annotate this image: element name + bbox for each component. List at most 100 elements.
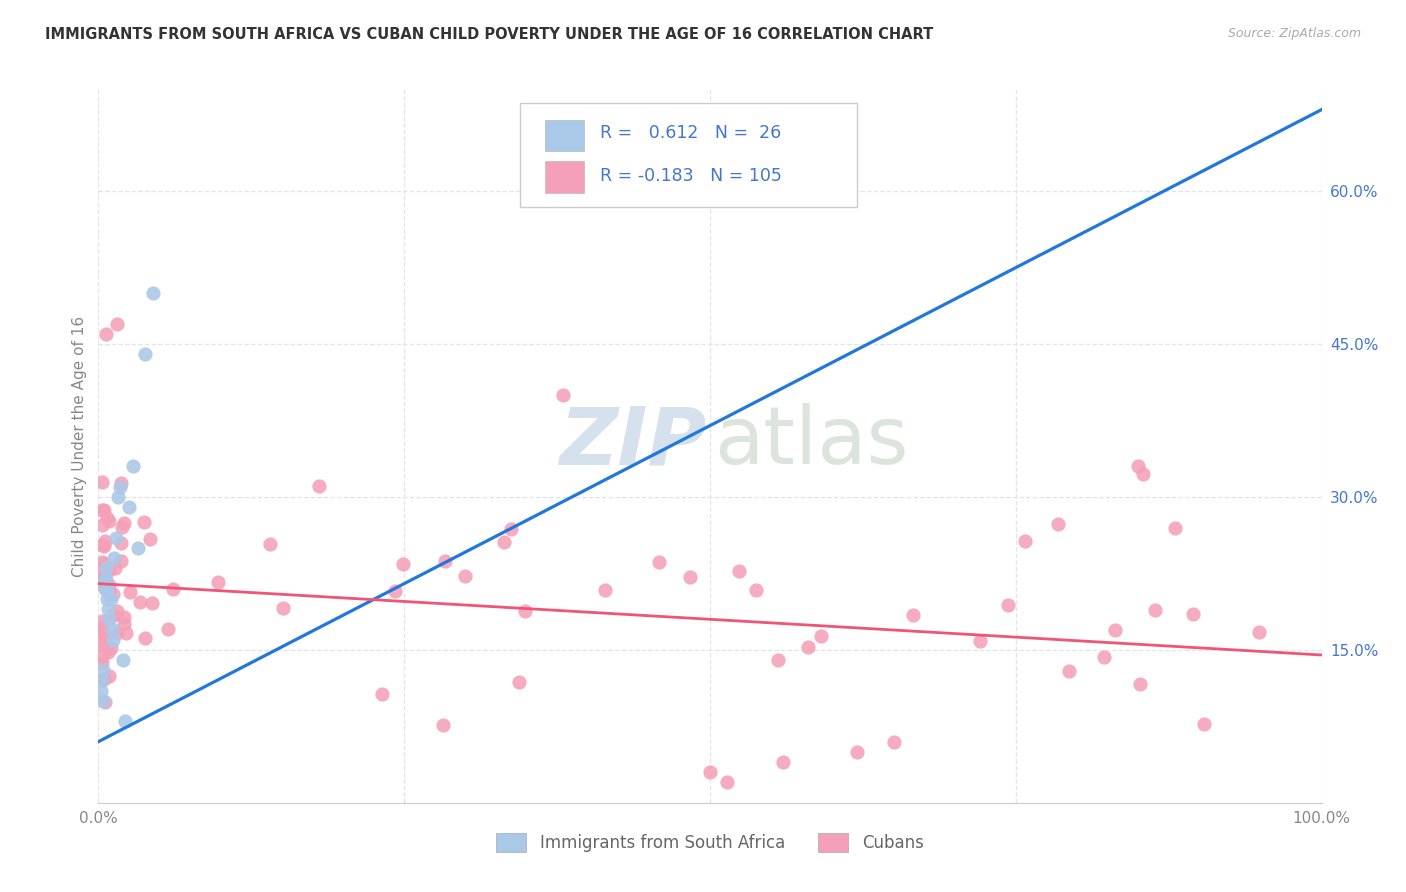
Point [259, 537, 281, 551]
Point [110, 480, 132, 494]
Point [91, 648, 114, 663]
Point [101, 607, 124, 622]
Point [111, 520, 134, 534]
Point [118, 500, 141, 515]
Point [98, 584, 121, 599]
Point [1247, 625, 1270, 640]
Point [141, 596, 163, 610]
Legend: Immigrants from South Africa, Cubans: Immigrants from South Africa, Cubans [489, 826, 931, 859]
Point [105, 317, 128, 331]
Text: R =   0.612   N =  26: R = 0.612 N = 26 [600, 125, 782, 143]
Point [111, 653, 134, 667]
Point [91, 626, 114, 640]
Point [93, 625, 115, 640]
Point [453, 569, 475, 583]
Point [101, 587, 124, 601]
Point [121, 459, 143, 474]
Point [1057, 664, 1080, 678]
Text: Source: ZipAtlas.com: Source: ZipAtlas.com [1227, 27, 1361, 40]
Point [96, 634, 118, 648]
Point [91, 621, 114, 635]
Point [100, 591, 122, 606]
Point [901, 608, 924, 623]
Point [103, 551, 125, 566]
Point [593, 583, 616, 598]
Point [1104, 624, 1126, 638]
Point [97, 669, 120, 683]
Point [101, 632, 124, 647]
Point [94, 572, 117, 586]
Point [492, 535, 515, 549]
Point [98, 563, 121, 577]
Point [127, 541, 149, 555]
Point [96, 564, 118, 578]
Point [105, 604, 128, 618]
Point [553, 388, 575, 402]
Point [727, 565, 749, 579]
Text: ZIP: ZIP [560, 403, 706, 482]
Point [112, 617, 135, 632]
Point [93, 578, 115, 592]
Point [91, 538, 114, 552]
Point [766, 653, 789, 667]
Point [115, 626, 138, 640]
Text: IMMIGRANTS FROM SOUTH AFRICA VS CUBAN CHILD POVERTY UNDER THE AGE OF 16 CORRELAT: IMMIGRANTS FROM SOUTH AFRICA VS CUBAN CH… [45, 27, 934, 42]
Point [101, 608, 124, 623]
Point [110, 476, 132, 491]
Point [1014, 533, 1036, 548]
Point [96, 639, 118, 653]
Point [1181, 607, 1204, 621]
Point [94, 638, 117, 652]
Point [156, 623, 179, 637]
Point [91, 565, 114, 579]
FancyBboxPatch shape [520, 103, 856, 207]
Point [384, 583, 406, 598]
Point [132, 515, 155, 529]
Point [371, 687, 394, 701]
Point [91, 502, 114, 516]
Point [91, 656, 114, 670]
Point [91, 626, 114, 640]
Point [98, 514, 121, 528]
Point [91, 663, 114, 677]
Point [91, 638, 114, 652]
Point [97, 582, 120, 596]
Point [93, 672, 115, 686]
Point [97, 602, 120, 616]
Point [1129, 677, 1152, 691]
Point [1128, 459, 1150, 474]
Point [94, 558, 117, 572]
Point [96, 511, 118, 525]
Point [107, 490, 129, 504]
Point [648, 556, 671, 570]
Text: R = -0.183   N = 105: R = -0.183 N = 105 [600, 167, 782, 185]
Point [432, 717, 454, 731]
Point [139, 532, 162, 546]
Point [91, 573, 114, 587]
Point [271, 600, 294, 615]
Point [91, 555, 114, 569]
Point [94, 695, 117, 709]
Point [1194, 717, 1216, 731]
Point [120, 585, 142, 599]
Point [96, 591, 118, 606]
Point [96, 582, 118, 596]
FancyBboxPatch shape [546, 120, 583, 152]
Point [93, 503, 115, 517]
Point [94, 326, 117, 341]
Point [513, 604, 536, 618]
Point [114, 714, 136, 729]
Point [91, 614, 114, 628]
Point [434, 553, 457, 567]
Point [1164, 520, 1187, 534]
Point [112, 516, 135, 531]
Point [308, 479, 330, 493]
Y-axis label: Child Poverty Under the Age of 16: Child Poverty Under the Age of 16 [72, 316, 87, 576]
Point [93, 539, 115, 553]
Point [104, 561, 127, 575]
Point [745, 582, 768, 597]
Point [94, 562, 117, 576]
FancyBboxPatch shape [546, 161, 583, 193]
Point [101, 623, 124, 637]
Point [94, 561, 117, 575]
